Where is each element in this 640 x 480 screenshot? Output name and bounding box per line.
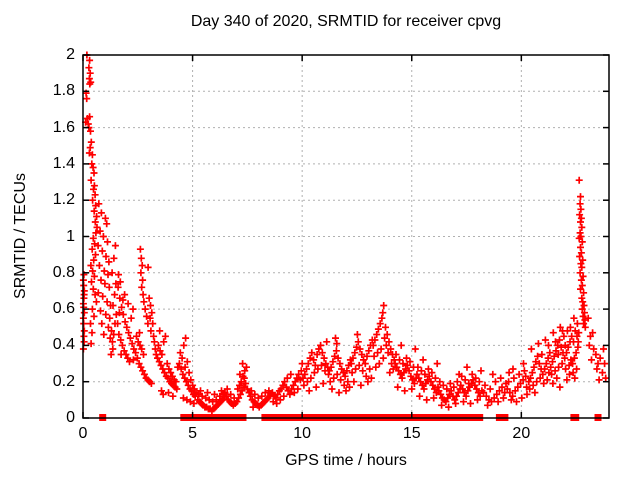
y-tick-label: 0.8 bbox=[52, 263, 75, 281]
grid-lines bbox=[83, 55, 609, 418]
x-tick-label: 10 bbox=[293, 425, 312, 442]
y-tick-label: 1.2 bbox=[52, 191, 75, 209]
y-tick-label: 1.6 bbox=[52, 118, 75, 136]
plot-border-and-ticks bbox=[82, 54, 610, 419]
y-tick-label: 1 bbox=[66, 227, 75, 245]
y-tick-label: 0.2 bbox=[52, 372, 75, 390]
y-tick-label: 0 bbox=[66, 409, 75, 426]
x-axis-label: GPS time / hours bbox=[285, 452, 407, 469]
y-tick-label: 1.8 bbox=[52, 82, 75, 100]
x-tick-label: 15 bbox=[402, 425, 421, 442]
y-tick-label: 1.4 bbox=[52, 154, 75, 172]
y-tick-label: 0.4 bbox=[52, 336, 75, 354]
x-tick-label: 5 bbox=[188, 425, 198, 442]
y-tick-label: 0.6 bbox=[52, 300, 75, 318]
y-tick-label: 2 bbox=[66, 46, 75, 63]
chart-title: Day 340 of 2020, SRMTID for receiver cpv… bbox=[190, 13, 502, 30]
x-tick-label: 20 bbox=[512, 425, 531, 442]
x-tick-label: 0 bbox=[78, 425, 88, 442]
